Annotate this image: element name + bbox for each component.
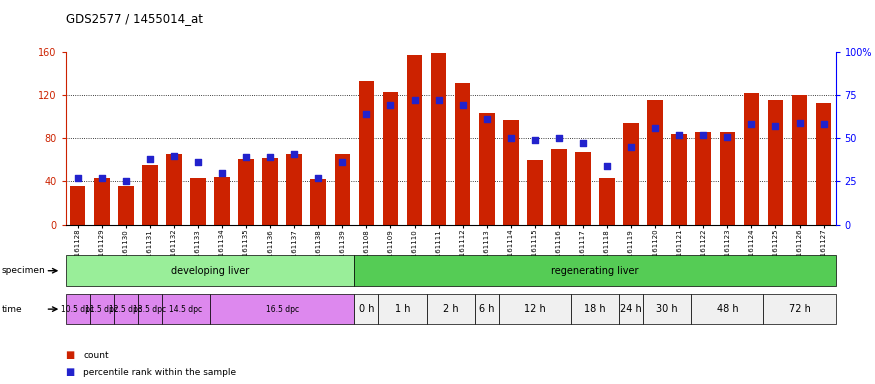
Bar: [286, 154, 302, 225]
Bar: [118, 186, 134, 225]
Text: 1 h: 1 h: [395, 304, 410, 314]
Point: [312, 175, 326, 181]
Bar: [623, 123, 639, 225]
Point: [576, 141, 590, 147]
Point: [816, 121, 830, 127]
Point: [408, 97, 422, 103]
Bar: [744, 93, 760, 225]
Bar: [262, 158, 278, 225]
Text: 48 h: 48 h: [717, 304, 738, 314]
Text: 18 h: 18 h: [584, 304, 605, 314]
Point: [383, 103, 397, 109]
Text: ■: ■: [66, 350, 75, 360]
Text: 0 h: 0 h: [359, 304, 374, 314]
Point: [215, 170, 229, 176]
Point: [528, 137, 542, 143]
Point: [504, 135, 518, 141]
Text: GDS2577 / 1455014_at: GDS2577 / 1455014_at: [66, 12, 203, 25]
Bar: [94, 178, 109, 225]
Text: 10.5 dpc: 10.5 dpc: [61, 305, 94, 314]
Bar: [407, 55, 423, 225]
Bar: [382, 92, 398, 225]
Text: 72 h: 72 h: [788, 304, 810, 314]
Point: [480, 116, 494, 122]
Bar: [430, 53, 446, 225]
Bar: [311, 179, 326, 225]
Point: [745, 121, 759, 127]
Text: 6 h: 6 h: [479, 304, 494, 314]
Bar: [455, 83, 471, 225]
Point: [624, 144, 638, 150]
Text: 24 h: 24 h: [620, 304, 642, 314]
Bar: [527, 160, 542, 225]
Text: 30 h: 30 h: [656, 304, 678, 314]
Bar: [238, 159, 254, 225]
Text: 13.5 dpc: 13.5 dpc: [133, 305, 166, 314]
Bar: [671, 134, 687, 225]
Bar: [599, 178, 615, 225]
Text: 11.5 dpc: 11.5 dpc: [85, 305, 118, 314]
Bar: [503, 120, 519, 225]
Point: [696, 132, 710, 138]
Point: [360, 111, 374, 117]
Bar: [70, 186, 86, 225]
Point: [768, 123, 782, 129]
Point: [239, 154, 253, 161]
Point: [167, 152, 181, 159]
Point: [648, 125, 662, 131]
Text: ■: ■: [66, 367, 75, 377]
Point: [71, 175, 85, 181]
Point: [287, 151, 301, 157]
Point: [143, 156, 157, 162]
Point: [720, 134, 734, 140]
Bar: [166, 154, 182, 225]
Text: regenerating liver: regenerating liver: [551, 266, 639, 276]
Text: developing liver: developing liver: [171, 266, 249, 276]
Bar: [696, 132, 711, 225]
Text: specimen: specimen: [2, 266, 45, 275]
Text: 16.5 dpc: 16.5 dpc: [266, 305, 298, 314]
Text: 14.5 dpc: 14.5 dpc: [170, 305, 202, 314]
Text: 2 h: 2 h: [443, 304, 458, 314]
Text: percentile rank within the sample: percentile rank within the sample: [83, 368, 236, 377]
Point: [431, 97, 445, 103]
Bar: [334, 154, 350, 225]
Point: [335, 159, 349, 166]
Text: 12 h: 12 h: [524, 304, 546, 314]
Point: [552, 135, 566, 141]
Point: [191, 159, 205, 166]
Bar: [648, 101, 663, 225]
Point: [456, 103, 470, 109]
Bar: [142, 165, 158, 225]
Bar: [551, 149, 567, 225]
Text: time: time: [2, 305, 23, 314]
Text: count: count: [83, 351, 108, 360]
Bar: [190, 178, 206, 225]
Text: 12.5 dpc: 12.5 dpc: [109, 305, 143, 314]
Bar: [816, 103, 831, 225]
Point: [119, 179, 133, 185]
Bar: [767, 101, 783, 225]
Bar: [479, 113, 494, 225]
Bar: [719, 132, 735, 225]
Point: [672, 132, 686, 138]
Point: [94, 175, 108, 181]
Bar: [575, 152, 591, 225]
Point: [793, 120, 807, 126]
Bar: [359, 81, 374, 225]
Point: [263, 154, 277, 161]
Point: [600, 163, 614, 169]
Bar: [214, 177, 230, 225]
Bar: [792, 95, 808, 225]
